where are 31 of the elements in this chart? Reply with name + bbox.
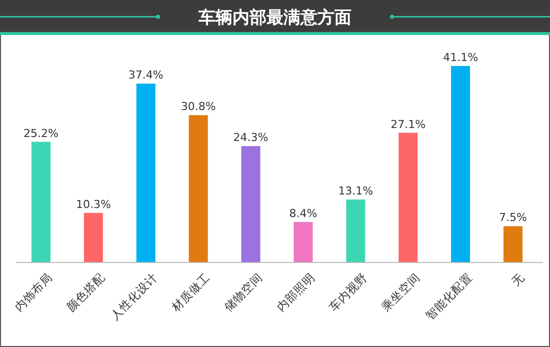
bar <box>504 226 522 262</box>
x-tick-label: 人性化设计 <box>108 270 160 323</box>
x-tick-label: 材质做工 <box>168 270 213 315</box>
x-tick-label: 乘坐空间 <box>378 270 422 314</box>
bar <box>136 84 156 262</box>
x-tick-label: 内饰布局 <box>12 270 56 314</box>
x-tick-label: 智能化配置 <box>422 270 475 323</box>
x-tick-label: 内部照明 <box>274 270 318 314</box>
bar <box>294 222 313 262</box>
x-tick-label: 颜色搭配 <box>64 270 108 314</box>
data-label: 25.2% <box>24 126 58 140</box>
bar <box>241 146 260 262</box>
x-tick-label: 储物空间 <box>221 270 266 314</box>
data-label: 30.8% <box>180 100 216 114</box>
bar <box>398 132 418 262</box>
bar <box>451 66 470 262</box>
bar <box>84 212 103 262</box>
x-tick-label: 无 <box>508 270 528 289</box>
data-label: 7.5% <box>499 211 527 224</box>
data-label: 8.4% <box>289 206 318 220</box>
bar <box>346 200 366 262</box>
data-label: 24.3% <box>233 131 268 144</box>
data-label: 10.3% <box>76 198 111 211</box>
data-label: 41.1% <box>443 51 478 64</box>
chart-title: 车辆内部最满意方面 <box>198 8 352 28</box>
x-tick-label: 车内视野 <box>326 270 370 314</box>
bar <box>32 142 50 262</box>
data-label: 27.1% <box>390 118 426 131</box>
bar <box>188 115 208 262</box>
data-label: 13.1% <box>338 184 374 198</box>
data-label: 37.4% <box>128 68 164 82</box>
